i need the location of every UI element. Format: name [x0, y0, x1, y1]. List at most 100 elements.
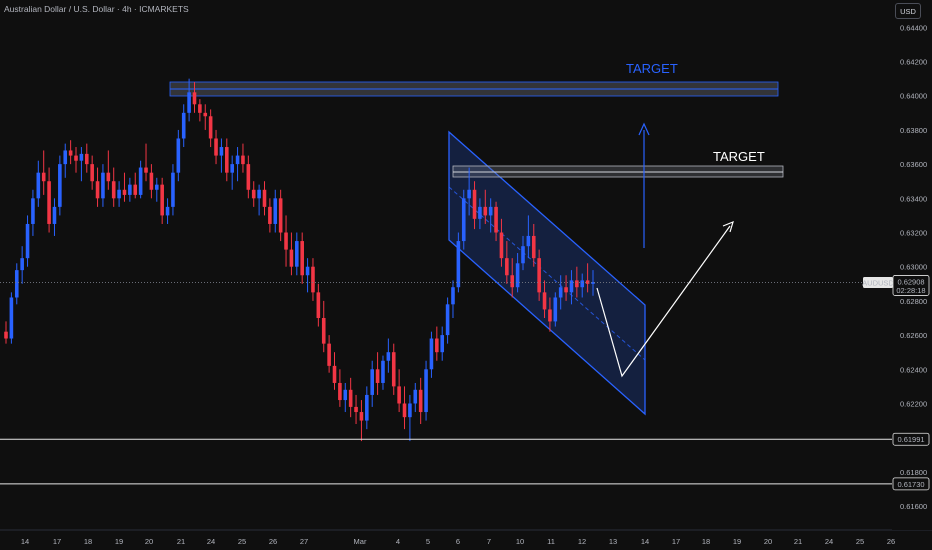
candle-body: [262, 189, 267, 207]
candle-body: [251, 189, 256, 199]
candle-body: [531, 235, 536, 259]
candle: [488, 198, 493, 233]
candle: [569, 270, 574, 305]
candle-body: [128, 184, 132, 195]
candle-body: [359, 412, 364, 421]
candle-body: [278, 198, 283, 233]
candle: [521, 235, 525, 271]
candle-body: [537, 258, 541, 293]
candle-body: [440, 335, 445, 353]
candle: [149, 164, 154, 199]
candle-body: [478, 206, 482, 219]
candle: [375, 352, 380, 395]
price-axis[interactable]: 0.64400 0.64200 0.64000 0.63800 0.63600 0.634…: [892, 0, 932, 530]
candle-body: [488, 206, 493, 216]
candle: [117, 181, 121, 207]
time-tick-label: 11: [547, 537, 555, 546]
candle: [424, 360, 428, 421]
candle: [526, 215, 531, 259]
target-label-lower: TARGET: [713, 149, 765, 164]
candle: [224, 138, 229, 182]
symbol-tag: [863, 276, 893, 288]
candle: [472, 181, 477, 230]
candle: [505, 241, 509, 284]
candle: [25, 215, 30, 267]
candle: [4, 321, 8, 344]
candle: [327, 335, 331, 373]
candle-body: [332, 365, 337, 383]
candle: [241, 143, 245, 173]
time-tick-label: 10: [516, 537, 524, 546]
candle: [262, 181, 267, 216]
target-label-upper: TARGET: [626, 61, 678, 76]
candle-body: [111, 181, 116, 199]
level-price-box: [892, 432, 930, 446]
candle: [483, 189, 488, 224]
candle: [408, 394, 412, 442]
candle: [435, 326, 439, 361]
candle-body: [25, 223, 30, 259]
up-arrow-head: [638, 122, 650, 136]
candle: [14, 263, 19, 305]
candle: [74, 147, 78, 173]
candle: [144, 143, 148, 182]
time-tick-label: 21: [177, 537, 185, 546]
candle: [181, 104, 186, 148]
candle: [246, 155, 251, 199]
candle: [284, 215, 288, 267]
time-tick-label: 18: [702, 537, 710, 546]
candle: [192, 82, 197, 113]
candle-body: [461, 198, 466, 242]
candle: [370, 360, 375, 407]
candle-body: [36, 172, 41, 199]
candle-body: [138, 167, 143, 195]
currency-button[interactable]: USD: [895, 3, 921, 19]
time-tick-label: 14: [641, 537, 649, 546]
candle-body: [144, 167, 148, 173]
time-tick-label: 12: [578, 537, 586, 546]
time-axis[interactable]: 14 17 18 19 20 21 24 25 26 27 Mar 4 5 6 7 10 11 12 13 14 17 1…: [21, 537, 895, 546]
candle-body: [558, 287, 563, 298]
candle-body: [408, 403, 412, 418]
candle: [386, 338, 391, 373]
candle-layer: [4, 78, 595, 442]
candle-body: [63, 150, 68, 165]
candle: [338, 369, 342, 407]
candle: [198, 99, 202, 122]
candle-body: [494, 206, 498, 233]
candle-body: [230, 164, 234, 173]
candle: [128, 177, 132, 202]
candle-body: [548, 309, 552, 322]
candle: [591, 270, 595, 296]
candle: [348, 377, 353, 418]
candle-body: [214, 138, 218, 156]
price-tick-label: 0.62800: [900, 297, 927, 306]
candle: [542, 280, 547, 318]
candle-body: [68, 150, 73, 156]
candle-body: [451, 287, 455, 305]
candle: [63, 143, 68, 178]
candle: [235, 147, 240, 182]
candle-body: [311, 266, 315, 293]
candle: [219, 138, 224, 173]
candle: [429, 331, 434, 378]
candle: [101, 164, 105, 207]
candle: [321, 300, 326, 353]
candle-body: [391, 352, 396, 387]
candle-body: [435, 338, 439, 353]
candle-body: [424, 369, 428, 413]
candle: [499, 218, 504, 267]
time-tick-label: 5: [426, 537, 430, 546]
candle: [580, 273, 585, 298]
level-price-label: 0.61730: [897, 480, 924, 489]
candle: [41, 150, 46, 195]
candle-body: [235, 155, 240, 165]
candle-body: [510, 275, 515, 288]
time-tick-label: 17: [672, 537, 680, 546]
candle-body: [171, 172, 175, 207]
candle-body: [343, 389, 348, 401]
candle: [9, 292, 14, 344]
candle-body: [90, 164, 94, 182]
candle: [68, 140, 73, 165]
